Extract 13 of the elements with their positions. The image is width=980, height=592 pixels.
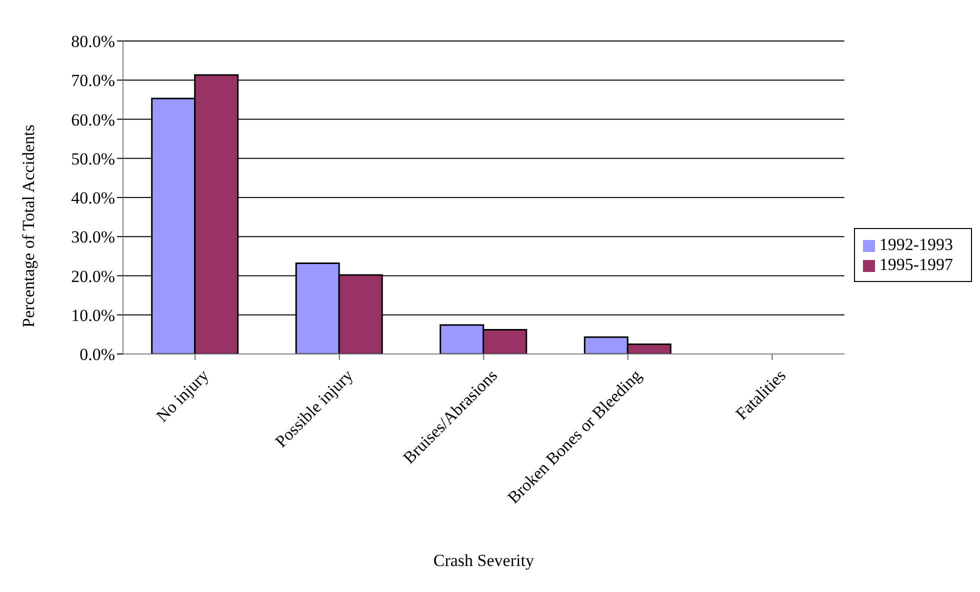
y-tick-label: 10.0% <box>71 306 115 325</box>
y-tick-label: 0.0% <box>80 345 115 364</box>
y-tick-label: 40.0% <box>71 188 115 208</box>
legend-label: 1995-1997 <box>879 255 953 274</box>
y-tick-label: 60.0% <box>71 110 115 130</box>
y-tick-label: 20.0% <box>71 266 115 286</box>
y-tick-label: 80.0% <box>71 32 115 52</box>
legend-label: 1992-1993 <box>879 235 953 254</box>
y-tick-label: 50.0% <box>71 149 115 168</box>
y-tick-label: 30.0% <box>71 228 115 247</box>
y-tick-label: 70.0% <box>71 71 115 90</box>
y-axis-title: Percentage of Total Accidents <box>19 124 38 328</box>
x-axis-title: Crash Severity <box>433 551 534 570</box>
